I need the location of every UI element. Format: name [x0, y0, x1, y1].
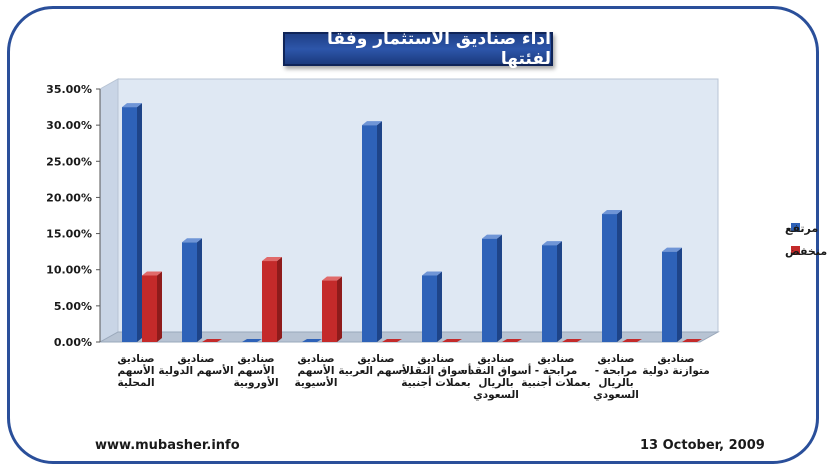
x-category-label: السعودي — [593, 389, 639, 401]
x-category-label: بعملات أجنبية — [521, 375, 591, 389]
bar-low — [442, 339, 462, 342]
x-category-label: صناديق — [537, 353, 574, 365]
x-category-label: الأسهم — [298, 364, 335, 377]
bar-low-side — [277, 257, 282, 342]
bar-high-top — [542, 241, 562, 246]
bar-high-side — [197, 238, 202, 342]
x-category-label: بالريال — [478, 377, 513, 389]
bar-high-side — [677, 247, 682, 342]
x-category-label: متوازنة دولية — [642, 365, 710, 377]
x-category-label: صناديق — [417, 353, 454, 365]
x-category-label: الأسهم العربية — [338, 364, 413, 377]
y-tick-label: 15.00% — [46, 228, 92, 241]
legend-label: منخفض — [785, 245, 827, 258]
bar-low — [142, 275, 157, 342]
x-category-label: صناديق — [597, 353, 634, 365]
bar-high — [122, 107, 137, 342]
date-label: 13 October, 2009 — [640, 438, 765, 453]
bar-high-top — [482, 234, 502, 239]
x-category-label: مرابحة - — [535, 365, 578, 377]
x-category-label: الأسهم — [238, 364, 275, 377]
bar-low — [382, 339, 402, 342]
x-category-label: السعودي — [473, 389, 519, 401]
x-category-label: أسواق النقد - — [401, 363, 472, 377]
bar-low-top — [262, 257, 282, 262]
bar-low — [262, 261, 277, 342]
bar-high — [362, 125, 377, 343]
legend-swatch — [791, 223, 800, 232]
chart-title: اداء صناديق الاستثمار وفقا لفئتها — [327, 29, 551, 69]
y-tick-label: 10.00% — [46, 264, 92, 277]
y-tick-label: 35.00% — [46, 83, 92, 96]
bar-low — [322, 280, 337, 342]
bar-high-top — [182, 238, 202, 243]
bar-high-side — [497, 234, 502, 342]
bar-high-side — [137, 103, 142, 342]
x-category-label: المحلية — [117, 377, 154, 389]
legend-label: مرتفع — [785, 222, 818, 235]
y-tick-label: 30.00% — [46, 119, 92, 132]
bar-high-top — [362, 121, 382, 126]
bar-low-top — [322, 276, 342, 281]
bar-high — [242, 339, 262, 342]
plot-back-wall — [117, 78, 719, 333]
legend-swatch — [791, 246, 800, 255]
bar-low — [202, 339, 222, 342]
x-category-label: الأسهم — [118, 364, 155, 377]
x-category-label: صناديق — [237, 353, 274, 365]
website-label: www.mubasher.info — [95, 438, 240, 453]
y-tick-label: 0.00% — [54, 336, 92, 349]
x-category-label: صناديق — [297, 353, 334, 365]
bar-high-side — [557, 241, 562, 342]
bar-high-top — [422, 271, 442, 276]
bar-low-side — [157, 271, 162, 342]
bar-low-side — [337, 276, 342, 342]
chart-title-box: اداء صناديق الاستثمار وفقا لفئتها — [283, 29, 553, 69]
x-category-label: مرابحة - — [595, 365, 638, 377]
bar-high — [602, 214, 617, 342]
bar-high — [542, 245, 557, 342]
bar-high — [302, 339, 322, 342]
x-category-label: بعملات أجنبية — [401, 375, 471, 389]
bar-low — [682, 339, 702, 342]
x-category-label: صناديق — [657, 353, 694, 365]
bar-high — [662, 251, 677, 342]
y-tick-label: 25.00% — [46, 155, 92, 168]
bar-low — [502, 339, 522, 342]
x-category-label: صناديق — [177, 353, 214, 365]
bar-high — [182, 242, 197, 342]
x-category-label: صناديق — [477, 353, 514, 365]
x-category-label: بالريال — [598, 377, 633, 389]
x-category-label: صناديق — [117, 353, 154, 365]
x-category-label: الأسهم الدولية — [158, 364, 233, 377]
plot-side-wall — [99, 78, 119, 343]
bar-high-top — [122, 103, 142, 108]
x-category-label: أسواق النقد - — [461, 363, 532, 377]
bar-high — [482, 238, 497, 342]
bar-low — [562, 339, 582, 342]
x-category-label: صناديق — [357, 353, 394, 365]
x-category-label: الأوروبية — [233, 376, 278, 389]
bar-high-side — [617, 210, 622, 342]
y-tick-label: 5.00% — [54, 300, 92, 313]
bar-high — [422, 275, 437, 342]
bar-high-side — [437, 271, 442, 342]
bar-low-top — [142, 271, 162, 276]
bar-high-side — [377, 121, 382, 343]
bar-high-top — [662, 247, 682, 252]
x-category-label: الأسيوية — [295, 376, 338, 389]
bar-low — [622, 339, 642, 342]
y-tick-label: 20.00% — [46, 191, 92, 204]
bar-high-top — [602, 210, 622, 215]
